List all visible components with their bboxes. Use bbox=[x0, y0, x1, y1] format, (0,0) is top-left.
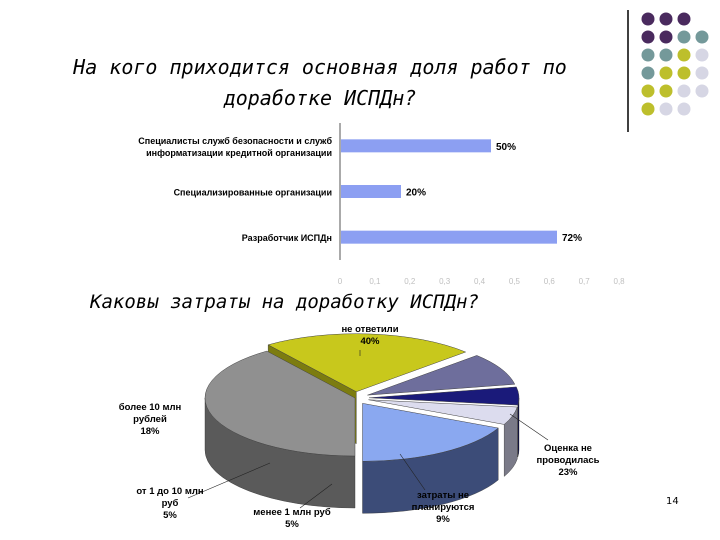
pie-leader-line bbox=[399, 453, 426, 491]
decorative-dot bbox=[677, 84, 691, 98]
pie-slice-pct: 40% bbox=[360, 336, 380, 347]
pie-slice-pct: 18% bbox=[140, 426, 160, 437]
decorative-dot bbox=[641, 102, 655, 116]
pie-slice-label: Оценка не bbox=[544, 443, 592, 454]
decorative-dot bbox=[677, 48, 691, 62]
pie-slice-pct: 9% bbox=[436, 514, 450, 525]
decorative-divider bbox=[627, 10, 629, 132]
pie-slice-label: проводилась bbox=[536, 455, 599, 466]
slide-title: На кого приходится основная доля работ п… bbox=[40, 52, 600, 114]
decorative-dot bbox=[659, 48, 673, 62]
bar-category-label: Специалисты служб безопасности и служб bbox=[138, 136, 332, 146]
pie-slice-label: рублей bbox=[133, 414, 167, 425]
pie-slice-3 bbox=[367, 355, 516, 396]
slide-title-line-1: На кого приходится основная доля работ п… bbox=[73, 55, 567, 79]
bar-category-label: информатизации кредитной организации bbox=[146, 148, 332, 158]
bar-1 bbox=[341, 139, 491, 153]
decorative-dot bbox=[641, 66, 655, 80]
bar-x-tick-label: 0,2 bbox=[404, 277, 416, 286]
pie-leader-line bbox=[509, 413, 549, 441]
pie-slice-label: от 1 до 10 млн bbox=[136, 486, 204, 497]
pie-leader-line bbox=[299, 483, 333, 509]
decorative-dot bbox=[695, 30, 709, 44]
pie-slice-label: планируются bbox=[412, 502, 475, 513]
decorative-dot bbox=[659, 12, 673, 26]
pie-slice-pct: 5% bbox=[163, 510, 177, 521]
pie-slice-side bbox=[517, 397, 520, 458]
decorative-dot bbox=[659, 102, 673, 116]
bar-x-tick-label: 0,6 bbox=[544, 277, 556, 286]
decorative-dot bbox=[677, 102, 691, 116]
bar-value-label: 72% bbox=[562, 233, 582, 244]
bar-category-label: Разработчик ИСПДн bbox=[242, 233, 332, 243]
pie-question: Каковы затраты на доработку ИСПДн? bbox=[90, 291, 479, 313]
pie-leader-line bbox=[187, 462, 271, 499]
pie-slice-label: не ответили bbox=[341, 324, 398, 335]
decorative-dot-grid bbox=[641, 12, 709, 116]
pie-slice-label: руб bbox=[162, 498, 179, 509]
bar-value-label: 20% bbox=[406, 188, 426, 199]
bar-chart: 50% Специалисты служб безопасности и служ… bbox=[138, 123, 626, 286]
decorative-dot bbox=[695, 84, 709, 98]
decorative-dot bbox=[659, 30, 673, 44]
pie-slice-4 bbox=[368, 386, 520, 406]
decorative-dot bbox=[641, 48, 655, 62]
pie-slice-label: менее 1 млн руб bbox=[253, 507, 331, 518]
decorative-dot bbox=[677, 66, 691, 80]
pie-slice-2 bbox=[267, 333, 467, 393]
bar-category-label: Специализированные организации bbox=[174, 188, 332, 198]
pie-slice-1 bbox=[204, 350, 356, 457]
decorative-dot bbox=[641, 84, 655, 98]
bar-x-tick-label: 0,4 bbox=[474, 277, 486, 286]
bar-x-tick-label: 0 bbox=[338, 277, 343, 286]
decorative-dot bbox=[659, 66, 673, 80]
decorative-dot bbox=[659, 84, 673, 98]
page-number: 14 bbox=[666, 496, 679, 507]
pie-slice-pct: 5% bbox=[285, 519, 299, 530]
bar-x-tick-label: 0,8 bbox=[614, 277, 626, 286]
bar-value-label: 50% bbox=[496, 142, 516, 153]
bar-x-tick-label: 0,5 bbox=[509, 277, 521, 286]
bar-x-tick-label: 0,7 bbox=[579, 277, 591, 286]
pie-slice-6 bbox=[362, 403, 499, 462]
bar-2 bbox=[341, 185, 401, 198]
decorative-dot bbox=[677, 30, 691, 44]
bar-3 bbox=[341, 230, 557, 244]
decorative-dot bbox=[695, 66, 709, 80]
bar-x-tick-label: 0,3 bbox=[439, 277, 451, 286]
decorative-dot bbox=[695, 48, 709, 62]
pie-slice-pct: 23% bbox=[558, 467, 578, 478]
pie-slice-label: затраты не bbox=[417, 490, 469, 501]
bar-x-tick-label: 0,1 bbox=[369, 277, 381, 286]
decorative-dot bbox=[641, 30, 655, 44]
decorative-dot bbox=[641, 12, 655, 26]
slide-title-line-2: доработке ИСПДн? bbox=[223, 86, 417, 110]
decorative-dot bbox=[677, 12, 691, 26]
pie-slice-label: более 10 млн bbox=[119, 402, 182, 413]
